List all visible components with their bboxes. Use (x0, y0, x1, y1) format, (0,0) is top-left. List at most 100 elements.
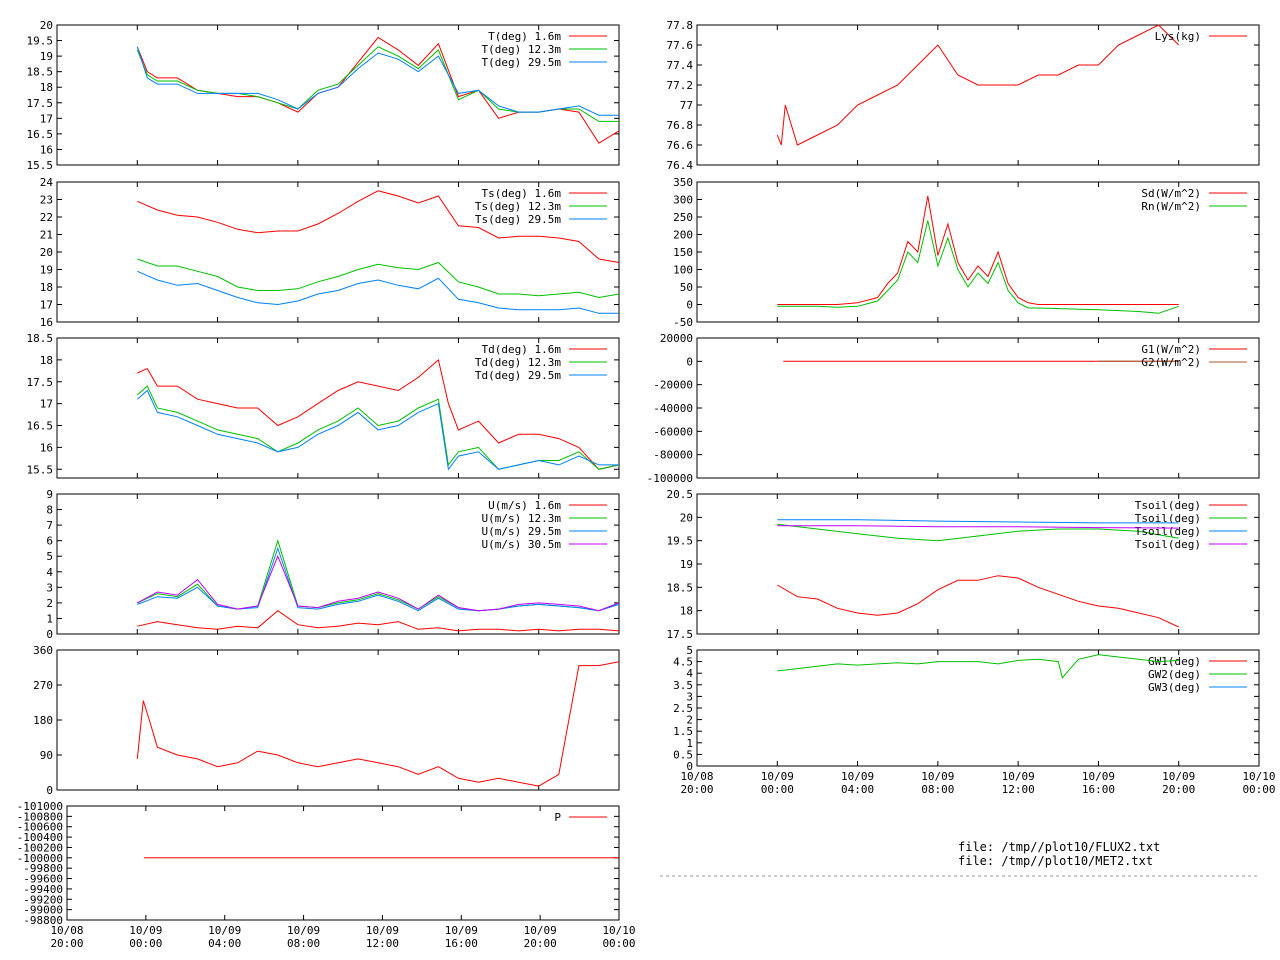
legend-label: GW2(deg) (1148, 668, 1201, 681)
y-tick-label: 18 (40, 354, 53, 367)
x-tick-label-date: 10/10 (1242, 770, 1275, 783)
x-tick-label-date: 10/09 (841, 770, 874, 783)
file-label-met: file: /tmp//plot10/MET2.txt (958, 854, 1153, 868)
series-line-rad-0 (777, 195, 1179, 305)
y-tick-label: -98800 (23, 914, 63, 927)
x-tick-label-time: 20:00 (1162, 783, 1195, 796)
y-tick-label: 0 (686, 355, 693, 368)
y-tick-label: 17.5 (27, 376, 54, 389)
y-tick-label: 19.5 (667, 535, 694, 548)
legend-label: Tsoil(deg) (1135, 512, 1201, 525)
y-tick-label: 76.6 (667, 139, 694, 152)
x-tick-label-time: 20:00 (50, 937, 83, 950)
x-tick-label-date: 10/09 (287, 924, 320, 937)
y-tick-label: 77.4 (667, 59, 694, 72)
legend-label: Tsoil(deg) (1135, 499, 1201, 512)
y-tick-label: 0 (686, 760, 693, 773)
y-tick-label: -100800 (17, 810, 63, 823)
series-line-t-2 (136, 46, 619, 116)
x-tick-label-time: 00:00 (1242, 783, 1275, 796)
y-tick-label: 0 (46, 628, 53, 641)
x-tick-label-date: 10/08 (680, 770, 713, 783)
x-tick-label-time: 16:00 (1082, 783, 1115, 796)
y-tick-label: 77.8 (667, 19, 694, 32)
y-tick-label: -101000 (17, 800, 63, 813)
series-line-td-1 (136, 385, 620, 470)
y-tick-label: 1.5 (673, 725, 693, 738)
series-line-ts-1 (137, 258, 620, 299)
y-tick-label: 18.5 (27, 332, 54, 345)
series-line-u-0 (137, 610, 620, 632)
series-line-tsoil-0 (777, 575, 1179, 628)
y-tick-label: 20 (40, 246, 53, 259)
y-tick-label: 90 (40, 749, 53, 762)
y-tick-label: -99200 (23, 893, 63, 906)
series-line-ts-2 (137, 270, 619, 314)
series-line-u-2 (137, 546, 620, 612)
x-tick-label-date: 10/09 (366, 924, 399, 937)
y-tick-label: 19.5 (27, 35, 54, 48)
y-tick-label: -100000 (17, 852, 63, 865)
y-tick-label: 18.5 (667, 581, 694, 594)
y-tick-label: 1 (686, 737, 693, 750)
x-tick-label-time: 20:00 (680, 783, 713, 796)
legend-label: G2(W/m^2) (1141, 356, 1201, 369)
panel-t: 15.5 16 16.5 17 17.5 18 18.5 19 19.5 20 T(deg) 1.6… (27, 19, 620, 172)
y-tick-label: 8 (46, 504, 53, 517)
x-tick-label-date: 10/09 (524, 924, 557, 937)
y-tick-label: 16 (40, 441, 53, 454)
y-tick-label: 2.5 (673, 702, 693, 715)
x-tick-label-time: 16:00 (445, 937, 478, 950)
y-tick-label: 16.5 (27, 128, 54, 141)
x-tick-label-time: 04:00 (841, 783, 874, 796)
series-line-td-0 (137, 358, 620, 470)
legend-label: Td(deg) 1.6m (482, 343, 562, 356)
y-tick-label: 19 (40, 264, 53, 277)
legend-label: Tsoil(deg) (1135, 538, 1201, 551)
series-line-u-1 (137, 539, 620, 612)
y-tick-label: 2 (686, 714, 693, 727)
series-line-dir-0 (136, 661, 620, 787)
legend-label: U(m/s) 30.5m (482, 538, 562, 551)
y-tick-label: 0 (686, 299, 693, 312)
y-tick-label: 9 (46, 488, 53, 501)
legend-label: Ts(deg) 12.3m (475, 200, 561, 213)
legend-label: T(deg) 29.5m (482, 56, 562, 69)
y-tick-label: 20 (680, 511, 693, 524)
y-tick-label: 50 (680, 281, 693, 294)
y-tick-label: 4.5 (673, 656, 693, 669)
series-line-gw-1 (777, 654, 1179, 679)
y-tick-label: 24 (40, 176, 54, 189)
legend-label: Lys(kg) (1155, 30, 1201, 43)
y-tick-label: -100200 (17, 841, 63, 854)
y-tick-label: 0 (46, 784, 53, 797)
plot-frame (56, 493, 620, 635)
x-tick-label-date: 10/09 (445, 924, 478, 937)
x-tick-label-time: 00:00 (602, 937, 635, 950)
y-tick-label: 100 (673, 264, 693, 277)
y-tick-label: 76.4 (667, 159, 694, 172)
legend-label: U(m/s) 1.6m (488, 499, 561, 512)
legend-label: Ts(deg) 1.6m (482, 187, 562, 200)
legend-label: U(m/s) 12.3m (482, 512, 562, 525)
x-tick-label-date: 10/09 (1162, 770, 1195, 783)
series-line-u-3 (137, 554, 620, 612)
y-tick-label: 17.5 (27, 97, 54, 110)
series-line-tsoil-3 (777, 525, 1179, 529)
y-tick-label: 77.2 (667, 79, 694, 92)
plot-frame (66, 805, 620, 921)
file-label-flux: file: /tmp//plot10/FLUX2.txt (958, 840, 1160, 854)
y-tick-label: 4 (46, 566, 53, 579)
legend-label: Tsoil(deg) (1135, 525, 1201, 538)
y-tick-label: 17 (40, 299, 53, 312)
legend-label: G1(W/m^2) (1141, 343, 1201, 356)
series-line-td-2 (136, 389, 619, 471)
y-tick-label: 6 (46, 535, 53, 548)
y-tick-label: 16 (40, 316, 53, 329)
panel-g: -100000 -80000 -60000 -40000 -20000 0 20000 G1(… (647, 332, 1260, 485)
x-tick-label-date: 10/09 (1002, 770, 1035, 783)
panel-gw: 00.511.522.533.544.5510/0820:0010/0900:0… (673, 644, 1275, 796)
y-tick-label: 18.5 (27, 66, 54, 79)
